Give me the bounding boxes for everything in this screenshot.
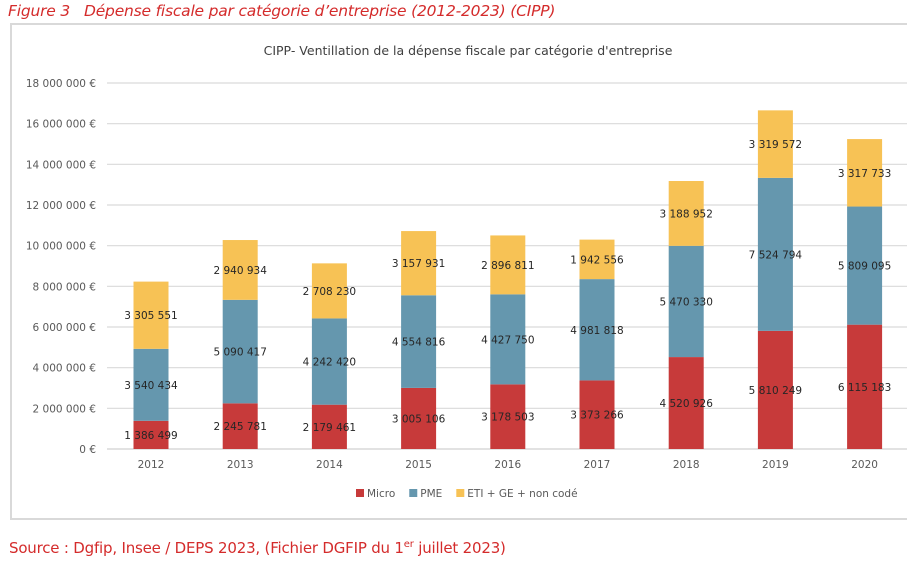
y-tick-label: 2 000 000 € (33, 403, 96, 415)
source-text: Source : Dgfip, Insee / DEPS 2023, (Fich… (9, 539, 404, 557)
data-label: 5 810 249 (749, 385, 802, 397)
data-label: 4 981 818 (570, 325, 623, 337)
bar-segment (579, 239, 615, 280)
data-label: 3 157 931 (392, 258, 445, 270)
bar-segment (668, 181, 704, 246)
x-tick-label: 2017 (584, 459, 611, 471)
x-tick-label: 2015 (405, 459, 432, 471)
data-label: 2 179 461 (303, 422, 356, 434)
data-label: 3 178 503 (481, 412, 534, 424)
data-label: 2 245 781 (213, 421, 266, 433)
source-text-end: juillet 2023) (413, 539, 506, 557)
bar-segment (222, 403, 258, 449)
x-tick-label: 2013 (227, 459, 254, 471)
y-tick-label: 14 000 000 € (26, 159, 96, 171)
x-tick-label: 2020 (851, 459, 878, 471)
data-label: 1 942 556 (570, 254, 624, 266)
bar-segment (222, 299, 258, 404)
y-tick-label: 16 000 000 € (26, 119, 96, 131)
legend-swatch (356, 489, 364, 497)
data-label: 6 115 183 (838, 382, 891, 394)
legend-swatch (456, 489, 465, 497)
figure-caption: Dépense fiscale par catégorie d’entrepri… (83, 2, 556, 20)
bar-segment (668, 245, 704, 358)
data-label: 2 708 230 (303, 286, 356, 298)
data-label: 3 540 434 (124, 380, 178, 392)
bar-segment (668, 357, 704, 449)
data-label: 2 940 934 (213, 265, 267, 277)
bar-segment (757, 330, 793, 449)
data-label: 4 520 926 (659, 398, 713, 410)
y-tick-label: 10 000 000 € (26, 241, 96, 253)
legend-label: ETI + GE + non codé (467, 488, 577, 500)
data-label: 7 524 794 (749, 249, 803, 261)
data-label: 5 090 417 (213, 347, 266, 359)
bar-segment (490, 294, 526, 385)
y-tick-label: 8 000 000 € (33, 281, 96, 293)
bar-segment (757, 110, 793, 178)
bars (133, 110, 883, 449)
data-label: 4 242 420 (303, 357, 356, 369)
bar-segment (490, 235, 526, 295)
y-tick-label: 4 000 000 € (33, 363, 96, 375)
bar-segment (133, 281, 169, 349)
y-tick-label: 12 000 000 € (26, 200, 96, 212)
bar-segment (311, 263, 347, 319)
chart-title: CIPP- Ventillation de la dépense fiscale… (264, 43, 673, 58)
bar-segment (401, 231, 437, 296)
data-label: 3 319 572 (749, 139, 802, 151)
bar-segment (401, 295, 437, 388)
figure-title: Figure 3 Dépense fiscale par catégorie d’… (8, 2, 555, 20)
data-label: 3 373 266 (570, 410, 624, 422)
figure-number: Figure 3 (8, 2, 70, 20)
bar-segment (757, 177, 793, 331)
bar-segment (490, 384, 526, 449)
data-label: 3 005 106 (392, 413, 446, 425)
bar-segment (847, 324, 883, 449)
bar-segment (847, 206, 883, 325)
bar-segment (133, 420, 169, 449)
legend-label: PME (420, 488, 442, 500)
data-label: 2 896 811 (481, 260, 534, 272)
source-note: Source : Dgfip, Insee / DEPS 2023, (Fich… (9, 539, 506, 557)
data-label: 1 386 499 (124, 430, 177, 442)
x-axis: 2012 2013 2014 2015 2016 2017 2018 2019 2020 (138, 459, 878, 471)
source-sup: er (403, 539, 414, 550)
x-tick-label: 2018 (673, 459, 700, 471)
data-labels: 1 386 499 3 540 434 3 305 551 2 245 781 5 09… (124, 139, 891, 442)
data-label: 3 188 952 (659, 208, 712, 220)
legend-label: Micro (367, 488, 395, 500)
bar-segment (847, 139, 883, 207)
data-label: 4 554 816 (392, 337, 446, 349)
data-label: 5 470 330 (659, 296, 712, 308)
bar-segment (311, 318, 347, 405)
bar-segment (579, 380, 615, 449)
data-label: 3 305 551 (124, 310, 177, 322)
bar-segment (579, 279, 615, 381)
x-tick-label: 2016 (494, 459, 521, 471)
bar-segment (222, 240, 258, 300)
y-tick-label: 18 000 000 € (26, 78, 96, 90)
legend: Micro PME ETI + GE + non codé (356, 488, 578, 500)
data-label: 3 317 733 (838, 168, 891, 180)
bar-segment (133, 348, 169, 421)
y-tick-label: 6 000 000 € (33, 322, 96, 334)
x-tick-label: 2014 (316, 459, 343, 471)
y-axis: 0 € 2 000 000 € 4 000 000 € 6 000 000 € 8 00… (26, 78, 96, 456)
bar-segment (311, 404, 347, 449)
bar-segment (401, 387, 437, 449)
x-tick-label: 2019 (762, 459, 789, 471)
legend-swatch (409, 489, 418, 497)
data-label: 4 427 750 (481, 334, 534, 346)
y-tick-label: 0 € (79, 444, 96, 456)
x-tick-label: 2012 (138, 459, 165, 471)
data-label: 5 809 095 (838, 261, 891, 273)
